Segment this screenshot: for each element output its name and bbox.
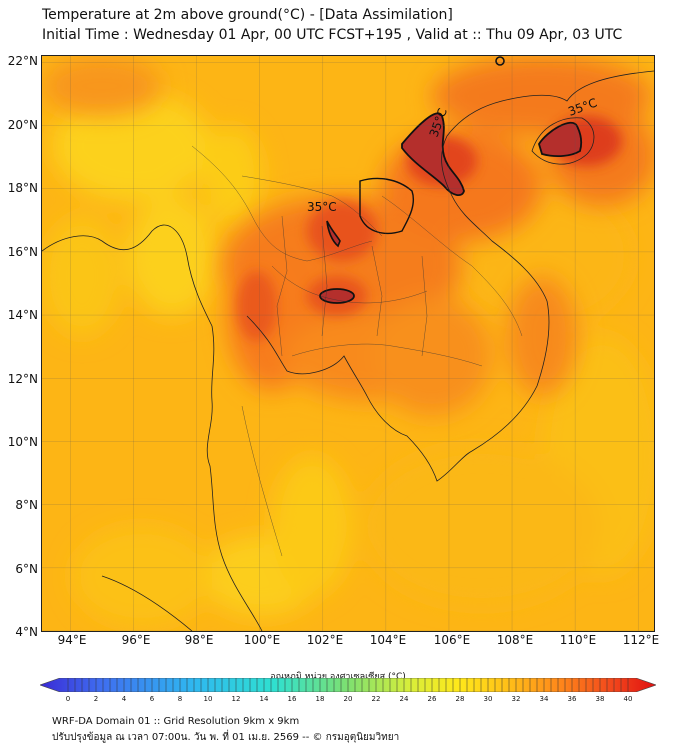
lat-label: 4°N (15, 625, 38, 639)
coastline-west (42, 224, 263, 631)
footer-domain-info: WRF-DA Domain 01 :: Grid Resolution 9km … (52, 716, 300, 727)
colorbar-tick-label: 4 (121, 695, 127, 703)
colorbar-tick-label: 18 (315, 695, 325, 703)
lon-label: 110°E (559, 633, 597, 647)
lon-label: 96°E (121, 633, 151, 647)
contour-label: 35°C (307, 200, 337, 214)
map-subtitle: Initial Time : Wednesday 01 Apr, 00 UTC … (42, 27, 623, 43)
colorbar (40, 678, 656, 692)
lat-label: 6°N (15, 562, 38, 576)
footer-credit: ปรับปรุงข้อมูล ณ เวลา 07:00น. วัน พ. ที่… (52, 732, 400, 743)
lat-label: 8°N (15, 498, 38, 512)
lon-label: 94°E (57, 633, 87, 647)
coastline-hainan (531, 117, 595, 165)
cool-zones (42, 91, 654, 626)
colorbar-tick-label: 36 (567, 695, 577, 703)
contour-area-hainan (538, 121, 583, 158)
colorbar-tick-label: 20 (343, 695, 353, 703)
lat-label: 16°N (7, 245, 38, 259)
lat-label: 14°N (7, 308, 38, 322)
lat-label: 18°N (7, 181, 38, 195)
contour-35 (319, 56, 583, 304)
temperature-map-canvas: 35°C 35°C 35°C (42, 56, 654, 631)
colorbar-tick-label: 26 (427, 695, 437, 703)
colorbar-label: อุณหภูมิ หน่วย องศาเซลเซียส (°C) (270, 672, 406, 682)
colorbar-tick-label: 6 (149, 695, 155, 703)
colorbar-tick-label: 40 (623, 695, 633, 703)
contour-line-guangxi (495, 56, 505, 66)
lat-label: 12°N (7, 372, 38, 386)
graticule (42, 56, 654, 631)
contour-line-laos (359, 177, 414, 234)
colorbar-tick-label: 38 (595, 695, 605, 703)
colorbar-tick-label: 28 (455, 695, 465, 703)
lat-label: 20°N (7, 118, 38, 132)
colorbar-tick-label: 10 (203, 695, 213, 703)
lon-label: 100°E (243, 633, 281, 647)
lon-label: 104°E (369, 633, 407, 647)
colorbar-tick-label: 16 (287, 695, 297, 703)
lon-label: 112°E (622, 633, 660, 647)
colorbar-tick-label: 2 (93, 695, 99, 703)
temperature-map: 35°C 35°C 35°C (41, 55, 655, 632)
colorbar-tick-label: 22 (371, 695, 381, 703)
coastline-east (246, 70, 654, 482)
colorbar-tick-label: 32 (511, 695, 521, 703)
lon-label: 108°E (496, 633, 534, 647)
lat-label: 10°N (7, 435, 38, 449)
colorbar-tick-label: 30 (483, 695, 493, 703)
contour-area-north-vietnam (401, 112, 465, 197)
colorbar-tick-label: 14 (259, 695, 269, 703)
colorbar-divisions (67, 678, 629, 692)
lon-label: 106°E (433, 633, 471, 647)
contour-area-central (326, 220, 341, 248)
contour-area-northeast (319, 288, 355, 304)
admin-borders (191, 145, 523, 557)
coastlines (42, 70, 654, 631)
lon-label: 98°E (184, 633, 214, 647)
colorbar-tick-label: 12 (231, 695, 241, 703)
coastline-sumatra (101, 575, 193, 631)
map-title: Temperature at 2m above ground(°C) - [Da… (42, 7, 453, 23)
colorbar-tick-label: 8 (177, 695, 183, 703)
colorbar-tick-label: 24 (399, 695, 409, 703)
lat-label: 22°N (7, 54, 38, 68)
colorbar-tick-label: 0 (65, 695, 71, 703)
lon-label: 102°E (306, 633, 344, 647)
colorbar-tick-label: 34 (539, 695, 549, 703)
